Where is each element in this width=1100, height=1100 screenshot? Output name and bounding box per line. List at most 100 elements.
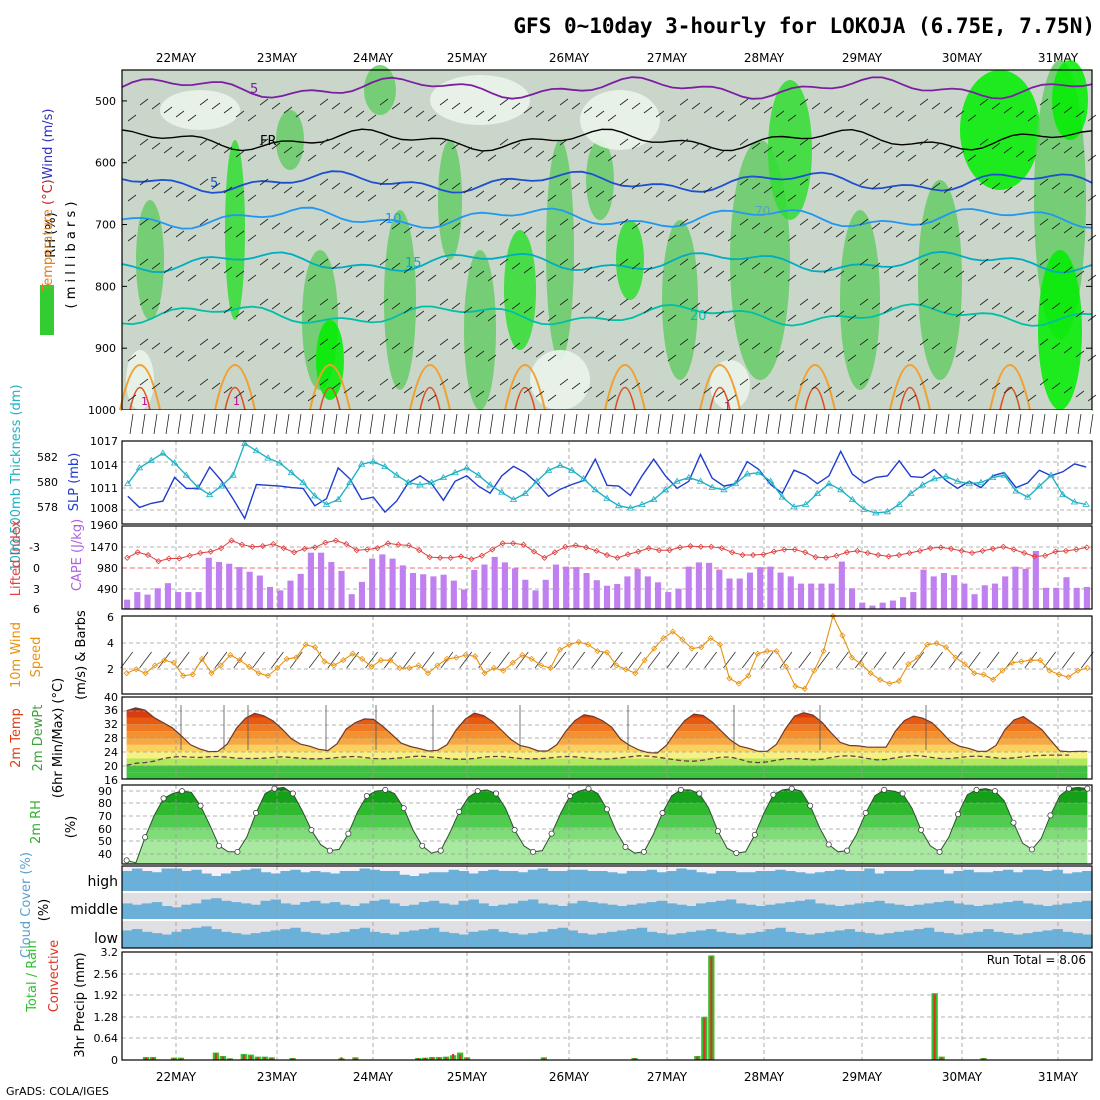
top-date-label: 27MAY <box>647 51 688 65</box>
wind-barb <box>283 146 293 154</box>
wind-barb <box>703 106 713 114</box>
wind-barb <box>499 218 509 226</box>
surface-isotherm <box>514 386 536 411</box>
wind-barb <box>751 262 761 270</box>
wind-barb <box>871 142 881 150</box>
wind-barb <box>787 234 797 242</box>
wind-barb <box>955 110 965 118</box>
wind-barb <box>199 138 209 146</box>
cloud-bar <box>339 871 351 891</box>
wind-barb <box>595 350 605 358</box>
lifted-index-point <box>676 544 684 551</box>
cloud-bar <box>755 931 766 948</box>
wind-barb <box>1063 346 1073 354</box>
wind-barb <box>1027 314 1037 322</box>
wind-barb <box>979 98 989 106</box>
wind-barb <box>1039 98 1049 106</box>
wind-barb <box>883 266 893 274</box>
wind-barb <box>859 98 869 106</box>
cloud-bar <box>240 903 252 919</box>
wind-speed-point <box>1027 657 1034 664</box>
bottom-date-label: 31MAY <box>1038 1070 1079 1084</box>
convective-precip-bar <box>940 1057 943 1060</box>
surface-wind-barb <box>657 413 662 435</box>
thickness-point <box>825 479 833 487</box>
wind-barb <box>1015 390 1025 398</box>
temp-tick: 16 <box>104 774 118 787</box>
wind-barb <box>331 262 341 270</box>
cloud-bar <box>418 902 430 919</box>
wind-barb <box>799 338 809 346</box>
wind-speed-point <box>246 663 253 670</box>
wind-barb <box>295 350 305 358</box>
surface-wind-barb <box>777 413 782 435</box>
cloud-bar <box>587 902 598 919</box>
wind-barb <box>739 218 749 226</box>
wind-barb <box>859 298 869 306</box>
wind-barb <box>523 106 533 114</box>
lifted-index-point <box>510 540 517 547</box>
rh-point <box>992 788 998 795</box>
wind-barb <box>847 234 857 242</box>
surface-wind-barb <box>669 413 674 435</box>
thickness-point <box>638 500 646 507</box>
wind-barb <box>451 222 461 230</box>
cloud-bar <box>547 904 559 919</box>
thickness-point <box>579 475 588 482</box>
thickness-point <box>673 477 681 484</box>
wind-barb <box>355 270 365 278</box>
cloud-bar <box>260 900 272 919</box>
wind-barb <box>643 106 653 114</box>
wind-barb <box>667 234 677 242</box>
surface-barb <box>1062 651 1075 669</box>
wind-barb <box>751 342 761 350</box>
wind-barb <box>175 110 185 118</box>
cloud-bar <box>230 871 242 891</box>
lifted-index-point <box>822 554 830 561</box>
surface-barb <box>515 651 529 669</box>
cloud-bar <box>804 899 816 919</box>
wind-barb <box>727 314 737 322</box>
wind-barb <box>835 390 845 398</box>
thickness-point <box>533 477 541 484</box>
cloud-bar <box>933 931 945 948</box>
wind-barb <box>343 306 353 314</box>
cloud-bar <box>181 871 192 891</box>
wind-barb <box>787 354 797 362</box>
wind-barb <box>787 194 797 202</box>
wind-barb <box>667 274 677 282</box>
wind-barb <box>655 270 665 278</box>
wind-barb <box>403 106 413 114</box>
wind-barb <box>343 186 353 194</box>
wind-barb <box>403 146 413 154</box>
wind-speed-point <box>867 670 874 677</box>
wind-barb <box>775 150 785 158</box>
wind-barb <box>715 230 725 238</box>
wind-barb <box>379 258 389 266</box>
wind-barb <box>823 266 833 274</box>
temp-band <box>126 731 1088 738</box>
wind-barb <box>379 338 389 346</box>
temperature-line <box>126 707 1088 754</box>
surface-barb <box>873 651 887 669</box>
wind-barb <box>1075 390 1085 398</box>
wind-barb <box>211 102 221 110</box>
wind-axis-label: 10m Wind <box>9 622 24 688</box>
thickness-point <box>591 486 600 493</box>
cape-bar <box>154 588 161 609</box>
wind-barb <box>415 150 425 158</box>
wind-barb <box>439 338 449 346</box>
wind-barb <box>523 346 533 354</box>
wind-barb <box>751 302 761 310</box>
pressure-tick: 700 <box>95 219 116 232</box>
wind-barb <box>415 390 425 398</box>
rh-region <box>918 180 962 380</box>
cloud-bar <box>201 873 212 891</box>
bottom-date-label: 23MAY <box>257 1070 298 1084</box>
cape-bar <box>879 602 886 609</box>
surface-barb <box>836 651 849 669</box>
wind-barb <box>1003 226 1013 234</box>
cape-bar <box>164 583 172 609</box>
wind-speed-point <box>1055 671 1063 678</box>
rh-point <box>345 830 352 837</box>
